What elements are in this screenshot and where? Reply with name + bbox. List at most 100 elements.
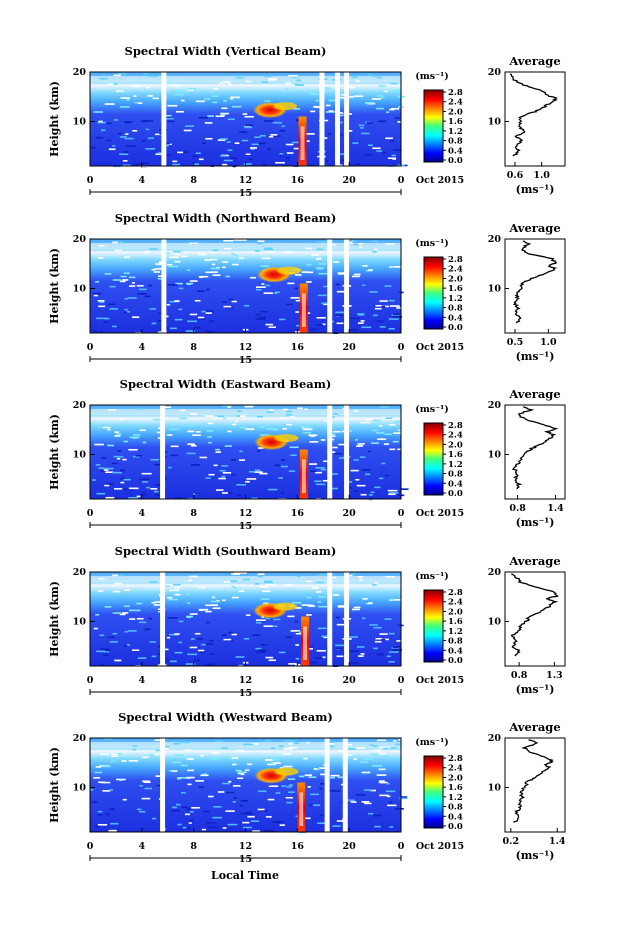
speckle: [94, 771, 102, 774]
speckle: [258, 316, 266, 319]
speckle: [385, 575, 395, 578]
speckle: [231, 757, 239, 759]
profile-x-tick-label: 1.0: [533, 170, 550, 181]
colorbar: [423, 89, 444, 163]
profile-x-label: (ms⁻¹): [516, 183, 555, 196]
data-gap: [327, 405, 333, 499]
speckle: [222, 301, 227, 304]
speckle: [199, 651, 206, 653]
speckle: [295, 644, 300, 646]
speckle: [96, 317, 107, 320]
speckle: [376, 432, 385, 434]
colorbar-tick-label: 0.8: [448, 803, 463, 813]
speckle: [153, 271, 160, 273]
speckle: [186, 593, 191, 596]
speckle: [155, 153, 163, 156]
speckle: [275, 291, 280, 294]
speckle: [175, 110, 184, 113]
speckle: [113, 83, 118, 85]
speckle: [306, 133, 315, 135]
speckle: [223, 81, 231, 83]
speckle: [353, 606, 361, 609]
speckle: [214, 415, 224, 418]
speckle: [265, 656, 274, 659]
data-gap: [319, 72, 325, 166]
speckle: [374, 307, 382, 310]
speckle: [323, 87, 332, 90]
speckle: [293, 147, 302, 150]
speckle: [172, 163, 181, 166]
speckle: [347, 486, 352, 489]
speckle: [172, 806, 177, 809]
speckle: [393, 89, 401, 92]
speckle: [323, 256, 331, 258]
speckle: [114, 431, 120, 433]
colorbar-tick-label: 0.0: [448, 156, 463, 166]
speckle: [124, 297, 128, 300]
speckle: [288, 743, 293, 745]
speckle: [117, 132, 122, 135]
speckle: [233, 239, 242, 241]
speckle: [97, 823, 108, 826]
profile-x-label: (ms⁻¹): [516, 516, 555, 529]
speckle: [205, 477, 211, 480]
speckle: [151, 601, 156, 604]
speckle: [371, 442, 379, 444]
speckle: [107, 428, 111, 431]
speckle: [325, 741, 336, 743]
speckle: [298, 775, 305, 778]
speckle: [337, 96, 345, 99]
speckle: [236, 415, 241, 417]
speckle: [357, 655, 364, 657]
speckle: [258, 790, 267, 793]
speckle: [287, 282, 295, 285]
speckle: [245, 614, 251, 616]
speckle: [264, 248, 274, 251]
hotspot-fringe: [274, 434, 299, 443]
speckle: [331, 416, 335, 418]
speckle: [228, 298, 234, 301]
speckle: [350, 469, 359, 472]
speckle: [308, 91, 316, 94]
speckle: [383, 443, 390, 445]
data-gap: [342, 738, 348, 832]
speckle: [94, 443, 104, 446]
speckle: [371, 75, 378, 77]
speckle: [373, 423, 381, 426]
convective-core: [300, 126, 305, 160]
speckle: [316, 574, 324, 576]
speckle: [167, 120, 175, 123]
speckle: [264, 580, 273, 583]
profile-x-label: (ms⁻¹): [516, 849, 555, 862]
speckle: [338, 153, 348, 155]
speckle: [265, 284, 271, 287]
speckle: [157, 152, 165, 154]
speckle: [186, 758, 194, 760]
speckle: [232, 785, 241, 787]
x-tick-label: 4: [139, 675, 146, 686]
speckle: [364, 802, 372, 805]
x-tick-label: 8: [190, 175, 197, 186]
y-tick-label: 10: [73, 616, 87, 627]
speckle: [278, 477, 284, 479]
speckle: [348, 86, 355, 89]
speckle: [192, 434, 201, 437]
speckle: [138, 621, 147, 624]
speckle: [113, 119, 118, 121]
colorbar-tick-label: 0.0: [448, 323, 463, 333]
speckle: [338, 606, 347, 608]
date-marker: 15: [239, 854, 252, 865]
speckle: [372, 765, 383, 767]
speckle: [383, 747, 389, 750]
speckle: [188, 579, 193, 582]
speckle: [193, 659, 201, 662]
speckle: [350, 662, 359, 664]
speckle: [98, 426, 102, 429]
y-tick-label: 10: [73, 283, 87, 294]
speckle: [111, 753, 119, 756]
speckle: [148, 75, 158, 78]
speckle: [132, 129, 138, 132]
speckle: [336, 322, 344, 325]
speckle: [243, 637, 250, 640]
speckle: [257, 575, 263, 578]
